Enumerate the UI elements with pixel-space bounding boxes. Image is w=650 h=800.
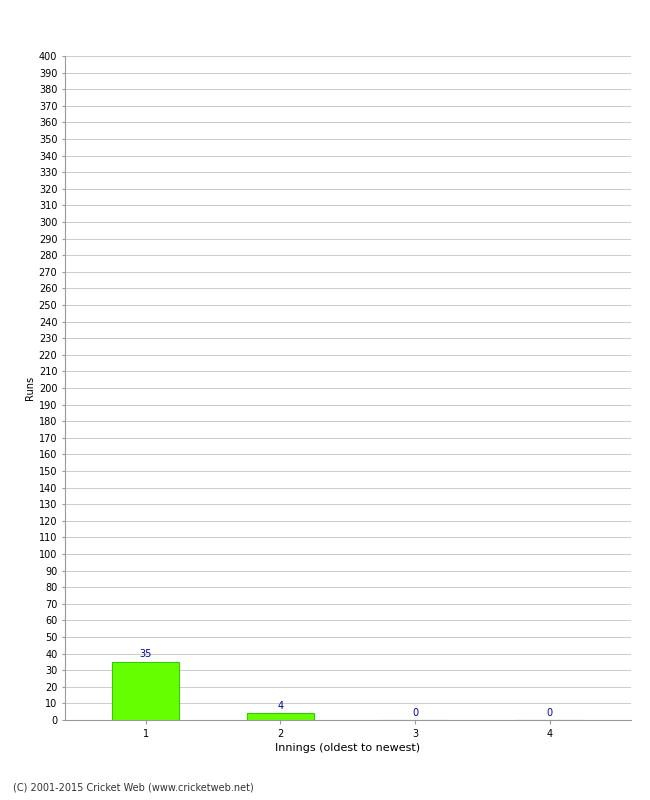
Text: 35: 35 [140, 650, 152, 659]
Text: 0: 0 [412, 707, 418, 718]
Text: (C) 2001-2015 Cricket Web (www.cricketweb.net): (C) 2001-2015 Cricket Web (www.cricketwe… [13, 782, 254, 792]
X-axis label: Innings (oldest to newest): Innings (oldest to newest) [275, 743, 421, 753]
Text: 0: 0 [547, 707, 552, 718]
Bar [247, 714, 314, 720]
Bar [112, 662, 179, 720]
Text: 4: 4 [278, 701, 283, 711]
Y-axis label: Runs: Runs [25, 376, 34, 400]
